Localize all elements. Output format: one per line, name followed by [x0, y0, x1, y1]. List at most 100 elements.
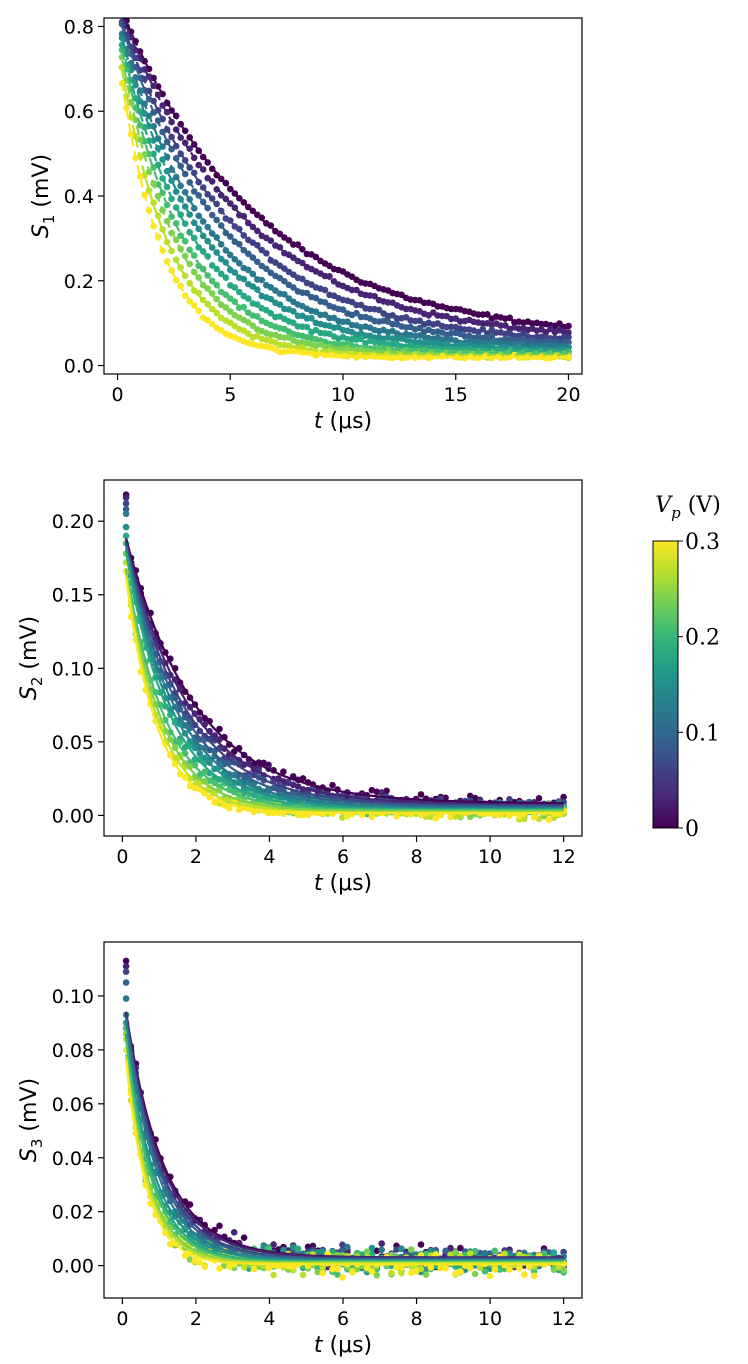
- data-point: [416, 317, 424, 325]
- data-point: [294, 1245, 302, 1253]
- data-point: [177, 264, 184, 271]
- data-point: [484, 311, 491, 318]
- y-tick-label: 0.15: [52, 585, 94, 607]
- x-axis-label-s1: t (μs): [314, 409, 372, 434]
- data-point: [457, 1268, 464, 1275]
- data-point: [389, 312, 396, 319]
- data-point: [240, 1264, 248, 1271]
- data-point: [516, 1251, 523, 1258]
- x-axis-label-s2: t (μs): [314, 871, 372, 896]
- data-point: [447, 813, 454, 821]
- fit-curve-s1-6: [120, 45, 569, 353]
- colorbar-title: Vp (V): [655, 493, 721, 522]
- data-point: [466, 813, 474, 821]
- x-tick-label: 0: [116, 1308, 128, 1330]
- data-point: [222, 274, 230, 281]
- x-tick-label: 2: [190, 846, 202, 868]
- y-tick-label: 0.0: [64, 356, 94, 378]
- data-point: [368, 1268, 376, 1275]
- data-point: [447, 1244, 454, 1252]
- data-point: [226, 1263, 233, 1270]
- data-point: [560, 1266, 567, 1274]
- x-tick-label: 6: [337, 1308, 349, 1330]
- fit-curve-s2-7: [125, 568, 564, 812]
- x-tick-label: 2: [190, 1308, 202, 1330]
- data-point: [226, 804, 233, 812]
- x-tick-label: 20: [556, 384, 580, 406]
- data-point: [172, 188, 180, 195]
- series-s2-4: [122, 510, 567, 818]
- data-point: [217, 192, 225, 199]
- y-tick-label: 0.00: [52, 805, 94, 827]
- data-point: [321, 286, 329, 294]
- data-point: [368, 813, 376, 821]
- data-point: [535, 795, 543, 802]
- data-point: [136, 108, 144, 115]
- data-point: [486, 1250, 494, 1257]
- x-tick-label: 10: [478, 846, 502, 868]
- data-point: [378, 1246, 386, 1254]
- data-point: [240, 303, 248, 311]
- data-point: [329, 1265, 336, 1273]
- data-point: [506, 1266, 513, 1273]
- data-point: [545, 816, 553, 823]
- data-point: [496, 1266, 504, 1273]
- data-point: [196, 1259, 204, 1266]
- fit-curve-s1-4: [120, 33, 569, 348]
- data-point: [466, 1250, 474, 1257]
- data-point: [407, 1246, 415, 1253]
- data-point: [388, 1269, 395, 1277]
- data-point: [353, 309, 360, 317]
- data-point: [236, 195, 243, 202]
- data-point: [530, 1272, 538, 1280]
- data-point: [329, 781, 336, 789]
- data-point: [267, 222, 275, 229]
- y-axis-label-s3: S3 (mV): [17, 1078, 46, 1162]
- fit-curve-s3-10: [125, 1059, 564, 1266]
- data-point: [373, 1271, 381, 1279]
- data-point: [471, 1270, 479, 1278]
- data-point: [344, 1243, 351, 1251]
- data-point: [265, 1264, 272, 1272]
- data-point: [263, 250, 270, 257]
- data-point: [398, 1269, 405, 1277]
- colorbar-ticks: 0 0.1 0.2 0.3: [678, 530, 720, 842]
- y-tick-label: 0.02: [52, 1202, 94, 1224]
- y-axis-label-s2: S2 (mV): [17, 616, 46, 700]
- data-point: [299, 775, 307, 782]
- fit-curve-s2-8: [125, 571, 564, 813]
- chart-marks-s3: [122, 957, 567, 1281]
- data-point: [339, 1274, 346, 1281]
- data-point: [181, 252, 189, 260]
- data-point: [119, 8, 126, 15]
- series-s2-5: [122, 523, 567, 816]
- x-tick-label: 12: [552, 1308, 576, 1330]
- data-point: [190, 169, 198, 177]
- x-tick-label: 10: [331, 384, 355, 406]
- data-point: [437, 1264, 445, 1272]
- data-point: [550, 1249, 558, 1256]
- data-point: [312, 253, 320, 261]
- x-tick-label: 15: [444, 384, 468, 406]
- y-tick-label: 0.6: [64, 101, 94, 123]
- y-tick-label: 0.05: [52, 732, 94, 754]
- x-tick-label: 6: [337, 846, 349, 868]
- data-point: [122, 532, 130, 540]
- data-point: [122, 523, 130, 531]
- data-point: [122, 494, 130, 502]
- data-point: [230, 1229, 238, 1236]
- data-point: [398, 1264, 405, 1271]
- data-point: [442, 1247, 449, 1255]
- x-tick-label: 4: [263, 1308, 275, 1330]
- fit-curve-s3-2: [125, 1015, 564, 1260]
- fit-curve-s3-1: [125, 1013, 564, 1259]
- data-point: [270, 1271, 277, 1279]
- series-s3-5: [122, 1011, 567, 1276]
- x-tick-label: 0: [116, 846, 128, 868]
- data-point: [412, 1268, 420, 1275]
- data-point: [163, 238, 171, 246]
- x-tick-label: 10: [478, 1308, 502, 1330]
- x-tick-label: 5: [224, 384, 236, 406]
- data-point: [253, 241, 261, 249]
